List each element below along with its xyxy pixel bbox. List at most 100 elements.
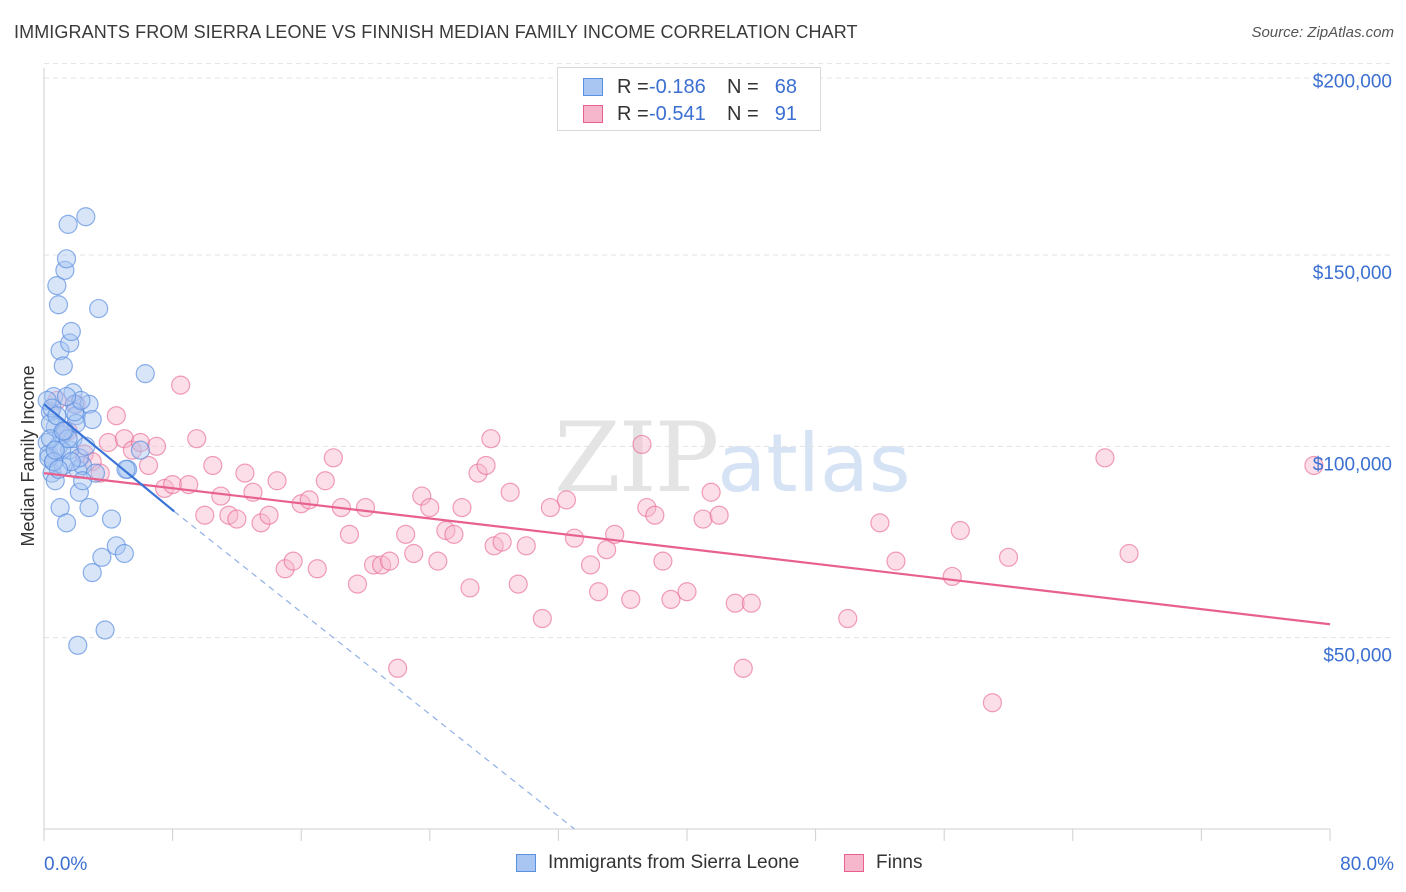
finns-point — [323, 448, 343, 468]
finns-point — [597, 540, 617, 560]
finns-point — [275, 559, 295, 579]
legend-n-value: 91 — [774, 102, 797, 125]
legend-swatch-pink — [583, 105, 603, 123]
finns-point — [725, 593, 745, 613]
finns-point — [886, 551, 906, 571]
y-axis-title: Median Family Income — [18, 365, 38, 546]
finns-point — [998, 547, 1019, 567]
finns-point — [677, 582, 697, 602]
finns-point — [396, 524, 416, 544]
trend-lines — [43, 403, 1331, 830]
legend-r-value: -0.541 — [649, 102, 706, 125]
sierra-leone-point — [116, 459, 136, 479]
sierra-leone-point — [79, 497, 99, 518]
finns-point — [404, 543, 424, 564]
sierra-leone-point — [69, 482, 89, 502]
finns-point — [661, 589, 681, 610]
sierra-leone-point — [114, 543, 134, 564]
bottom-legend-finns: Finns — [844, 852, 922, 874]
y-tick-label: $200,000 — [1313, 72, 1392, 93]
finns-point — [339, 524, 360, 544]
finns-point — [106, 406, 126, 426]
finns-point — [709, 505, 729, 525]
finns-point — [98, 432, 118, 453]
finns-point — [516, 536, 536, 556]
bottom-legend-swatch-blue — [516, 854, 536, 872]
watermark-atlas: atlas — [717, 417, 911, 510]
finns-point — [283, 551, 303, 571]
sierra-leone-point — [47, 276, 67, 296]
sierra-leone-point — [130, 440, 151, 460]
bottom-legend-swatch-pink — [844, 854, 864, 872]
sierra-leone-point — [82, 563, 102, 583]
finns-point — [187, 429, 207, 449]
finns-point — [838, 608, 858, 629]
bottom-legend-label: Immigrants from Sierra Leone — [548, 852, 800, 873]
finns-point — [468, 463, 488, 483]
finns-point — [982, 693, 1003, 713]
finns-point — [299, 490, 319, 510]
finns-trend-line — [43, 472, 1331, 626]
finns-point — [251, 513, 271, 533]
source-label: Source: ZipAtlas.com — [1251, 24, 1394, 41]
sierra-leone-point — [61, 321, 81, 342]
sierra-leone-point — [64, 402, 85, 422]
sierra-leone-point — [101, 509, 122, 529]
finns-point — [1119, 543, 1139, 564]
sierra-leone-point — [45, 471, 65, 491]
finns-point — [90, 463, 110, 483]
finns-point — [444, 524, 464, 544]
sierra-leone-point — [106, 536, 126, 556]
finns-point — [428, 551, 448, 571]
finns-point — [130, 432, 151, 453]
sierra-leone-point — [71, 390, 91, 411]
finns-point — [355, 497, 376, 518]
sierra-leone-point — [45, 440, 65, 460]
finns-point — [950, 520, 970, 541]
finns-point — [492, 532, 512, 552]
x-tick-label-min: 0.0% — [44, 854, 87, 875]
finns-point — [564, 528, 585, 548]
finns-point — [1304, 455, 1324, 476]
finns-point — [267, 471, 287, 491]
sierra-leone-point — [58, 214, 78, 234]
finns-point — [347, 574, 368, 594]
sierra-leone-point — [68, 635, 88, 655]
finns-point — [203, 455, 223, 476]
sierra-leone-points — [37, 207, 155, 655]
finns-point — [307, 559, 327, 579]
finns-point — [227, 509, 247, 529]
y-tick-label: $150,000 — [1313, 263, 1392, 284]
correlation-legend: R = -0.186 N = 68 R = -0.541 N = 91 — [557, 67, 821, 131]
finns-point — [380, 551, 400, 571]
finns-point — [508, 574, 528, 594]
finns-point — [653, 551, 673, 571]
finns-point — [693, 509, 713, 529]
finns-point — [733, 658, 753, 678]
sierra-leone-point — [89, 298, 109, 319]
finns-point — [540, 497, 560, 518]
legend-r-value: -0.186 — [649, 75, 706, 98]
finns-point — [481, 429, 501, 449]
legend-r-label: R = — [617, 75, 649, 98]
sierra-leone-point — [53, 421, 73, 441]
sierra-leone-point — [50, 341, 70, 361]
sierra-leone-point — [76, 207, 96, 227]
finns-point — [701, 482, 721, 502]
finns-point — [195, 505, 215, 525]
finns-point — [556, 490, 577, 510]
finns-point — [1095, 448, 1115, 468]
finns-points — [47, 375, 1324, 713]
finns-point — [532, 608, 552, 629]
finns-point — [637, 497, 657, 518]
legend-n-value: 68 — [774, 75, 797, 98]
legend-swatch-blue — [583, 78, 603, 96]
finns-point — [632, 434, 652, 455]
finns-point — [315, 471, 335, 491]
legend-r-label: R = — [617, 102, 649, 125]
legend-n-label: N = — [727, 75, 759, 98]
bottom-legend-label: Finns — [876, 852, 923, 873]
sierra-leone-point — [82, 409, 102, 430]
finns-point — [452, 497, 472, 518]
